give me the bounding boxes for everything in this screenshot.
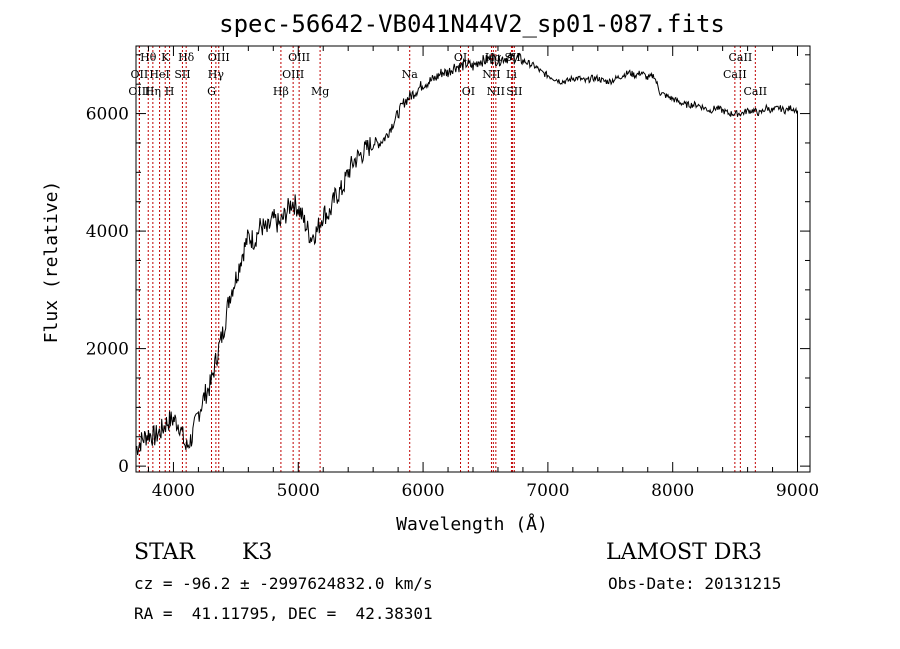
x-tick-label: 9000 bbox=[776, 481, 819, 501]
spectral-line-label: K bbox=[161, 51, 170, 64]
object-type: STAR bbox=[134, 540, 195, 565]
y-tick-label: 2000 bbox=[86, 340, 129, 360]
spectral-line-label: SII bbox=[504, 51, 520, 64]
spectral-line-label: Hδ bbox=[178, 51, 195, 64]
spectral-line-label: Li bbox=[506, 68, 517, 81]
spectral-line-label: OIII bbox=[208, 51, 230, 64]
y-axis-ticks: 0 2000 4000 6000 bbox=[86, 54, 810, 477]
y-tick-label: 4000 bbox=[86, 222, 129, 242]
spectral-line-label: Hγ bbox=[208, 68, 225, 81]
spectral-line-label: HeI bbox=[149, 68, 169, 81]
plot-frame bbox=[135, 45, 811, 473]
spectral-line-label: CaII bbox=[723, 68, 747, 81]
x-axis-label: Wavelength (Å) bbox=[396, 513, 548, 535]
x-tick-label: 7000 bbox=[526, 481, 569, 501]
spectral-line-label: SII bbox=[506, 85, 522, 98]
spectral-line-label: NII bbox=[487, 85, 505, 98]
x-tick-label: 6000 bbox=[401, 481, 444, 501]
spectral-line-label: Na bbox=[402, 68, 419, 81]
coordinates: RA = 41.11795, DEC = 42.38301 bbox=[134, 604, 433, 623]
spectral-line-label: G bbox=[207, 85, 216, 98]
object-subclass: K3 bbox=[242, 540, 273, 565]
spectrum-line bbox=[135, 52, 798, 467]
spectral-line-label: OI bbox=[462, 85, 475, 98]
spectral-line-label: CaII bbox=[729, 51, 753, 64]
x-tick-label: 4000 bbox=[152, 481, 195, 501]
spectral-line-label: NII bbox=[482, 68, 500, 81]
survey-name: LAMOST DR3 bbox=[606, 540, 762, 565]
spectral-line-label: CaII bbox=[743, 85, 767, 98]
spectral-line-label: SII bbox=[174, 68, 190, 81]
chart-title: spec-56642-VB041N44V2_sp01-087.fits bbox=[219, 10, 725, 38]
x-tick-label: 5000 bbox=[277, 481, 320, 501]
spectral-line-label: H bbox=[165, 85, 175, 98]
redshift-line: cz = -96.2 ± -2997624832.0 km/s bbox=[134, 574, 433, 593]
y-tick-label: 0 bbox=[118, 457, 129, 477]
observation-date: Obs-Date: 20131215 bbox=[608, 574, 782, 593]
spectral-line-label: Hβ bbox=[273, 85, 289, 98]
spectral-line-label: Hη bbox=[145, 85, 161, 98]
spectral-line-label: OIII bbox=[128, 85, 150, 98]
spectral-line-label: Hθ bbox=[140, 51, 157, 64]
spectral-line-markers bbox=[138, 46, 756, 472]
y-axis-label: Flux (relative) bbox=[41, 181, 62, 344]
y-tick-label: 6000 bbox=[86, 105, 129, 125]
spectrum-series bbox=[135, 52, 798, 467]
spectral-line-label: OIII bbox=[282, 68, 304, 81]
spectral-line-label: Mg bbox=[311, 85, 329, 98]
x-tick-label: 8000 bbox=[651, 481, 694, 501]
x-axis-ticks: 4000 5000 6000 7000 8000 9000 bbox=[147, 46, 819, 501]
spectral-line-label: OII bbox=[131, 68, 149, 81]
spectral-line-label: OIII bbox=[288, 51, 310, 64]
